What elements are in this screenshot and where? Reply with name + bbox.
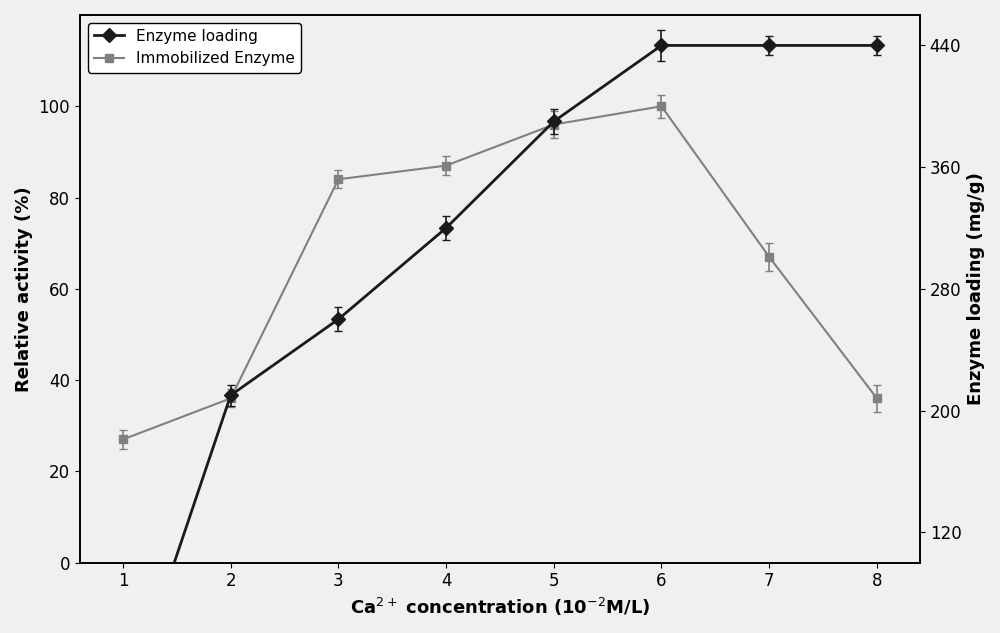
- Immobilized Enzyme: [655, 103, 667, 110]
- Line: Enzyme loading: Enzyme loading: [118, 41, 882, 633]
- Immobilized Enzyme: [763, 253, 775, 261]
- Y-axis label: Relative activity (%): Relative activity (%): [15, 186, 33, 392]
- X-axis label: Ca$^{2+}$ concentration (10$^{-2}$M/L): Ca$^{2+}$ concentration (10$^{-2}$M/L): [350, 596, 650, 618]
- Enzyme loading: [225, 391, 237, 399]
- Immobilized Enzyme: [332, 175, 344, 183]
- Y-axis label: Enzyme loading (mg/g): Enzyme loading (mg/g): [967, 172, 985, 405]
- Enzyme loading: [763, 42, 775, 49]
- Enzyme loading: [871, 42, 883, 49]
- Legend: Enzyme loading, Immobilized Enzyme: Enzyme loading, Immobilized Enzyme: [88, 23, 301, 73]
- Enzyme loading: [440, 224, 452, 232]
- Immobilized Enzyme: [225, 394, 237, 402]
- Immobilized Enzyme: [440, 162, 452, 170]
- Enzyme loading: [655, 42, 667, 49]
- Immobilized Enzyme: [117, 436, 129, 443]
- Enzyme loading: [548, 118, 560, 125]
- Enzyme loading: [332, 315, 344, 323]
- Immobilized Enzyme: [871, 394, 883, 402]
- Immobilized Enzyme: [548, 121, 560, 128]
- Line: Immobilized Enzyme: Immobilized Enzyme: [119, 102, 881, 444]
